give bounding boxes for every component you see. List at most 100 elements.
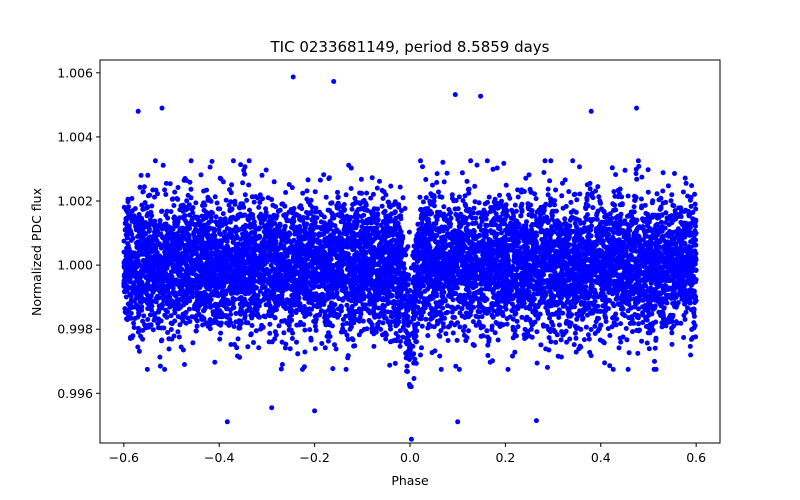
data-point xyxy=(563,320,569,326)
data-point xyxy=(631,204,637,210)
data-point xyxy=(257,192,263,198)
data-point xyxy=(617,186,623,192)
data-point xyxy=(336,296,342,302)
data-point xyxy=(669,341,675,347)
data-point xyxy=(649,200,655,206)
data-point xyxy=(636,224,641,230)
data-point xyxy=(157,354,163,360)
data-point xyxy=(645,189,651,195)
data-point xyxy=(635,350,641,356)
data-point xyxy=(477,223,483,228)
data-point xyxy=(687,343,693,349)
data-point xyxy=(145,172,151,178)
data-point xyxy=(378,326,384,332)
data-point xyxy=(647,330,653,336)
data-point xyxy=(553,339,559,345)
data-point xyxy=(625,193,631,199)
data-point xyxy=(470,210,476,216)
data-point xyxy=(462,193,468,199)
data-point xyxy=(434,180,440,185)
data-point xyxy=(453,363,459,369)
data-point xyxy=(556,322,562,328)
data-point xyxy=(683,180,689,186)
data-point xyxy=(388,183,394,189)
data-point xyxy=(485,342,491,348)
data-point xyxy=(531,291,537,297)
data-point xyxy=(379,187,385,193)
data-point xyxy=(350,202,356,208)
data-point xyxy=(375,305,381,311)
data-point xyxy=(646,346,652,352)
data-point xyxy=(287,346,293,352)
data-point xyxy=(228,199,234,205)
data-point xyxy=(660,170,666,176)
data-point xyxy=(244,197,250,203)
data-point xyxy=(512,311,518,317)
data-point xyxy=(213,214,219,220)
data-point xyxy=(182,362,187,367)
data-point xyxy=(566,189,572,195)
data-point xyxy=(541,170,547,175)
data-point xyxy=(472,183,478,189)
data-point xyxy=(362,302,368,308)
data-point xyxy=(312,189,318,195)
data-point xyxy=(609,165,615,171)
data-point xyxy=(679,208,685,214)
data-point xyxy=(556,307,562,313)
data-point xyxy=(343,192,349,198)
data-point xyxy=(276,323,282,329)
data-point xyxy=(672,171,677,176)
data-point xyxy=(212,226,217,232)
data-point xyxy=(141,313,147,319)
data-point xyxy=(207,164,213,170)
data-point xyxy=(640,224,646,230)
data-point xyxy=(645,167,651,173)
data-point xyxy=(231,324,237,329)
data-point xyxy=(590,205,596,211)
data-point xyxy=(669,192,675,198)
data-point xyxy=(595,315,600,321)
data-point xyxy=(267,330,273,336)
data-point xyxy=(692,248,698,254)
data-point xyxy=(170,285,176,291)
data-points xyxy=(121,74,699,442)
data-point xyxy=(585,191,591,197)
data-point xyxy=(674,320,680,326)
data-point xyxy=(581,337,587,343)
data-point xyxy=(380,196,386,201)
data-point xyxy=(419,221,425,226)
data-point xyxy=(160,162,166,168)
data-point xyxy=(169,196,175,202)
data-point xyxy=(188,186,194,192)
data-point xyxy=(568,209,574,215)
data-point xyxy=(592,323,598,329)
data-point xyxy=(171,203,177,208)
data-point xyxy=(228,311,234,317)
data-point xyxy=(400,195,406,201)
data-point xyxy=(466,328,471,334)
data-point xyxy=(304,188,310,194)
data-point xyxy=(682,175,688,181)
data-point xyxy=(374,185,380,191)
data-point xyxy=(457,324,463,330)
data-point xyxy=(436,189,441,195)
data-point xyxy=(468,158,474,164)
data-point xyxy=(585,332,591,338)
data-point xyxy=(505,366,511,372)
data-point xyxy=(533,196,539,202)
data-point xyxy=(308,197,314,203)
data-point xyxy=(162,187,168,193)
data-point xyxy=(360,306,366,312)
data-point xyxy=(270,202,276,208)
data-point xyxy=(492,330,498,336)
data-point xyxy=(317,311,323,317)
data-point xyxy=(138,172,144,178)
data-point xyxy=(256,345,262,351)
data-point xyxy=(332,342,337,348)
data-point xyxy=(625,366,631,372)
data-point xyxy=(613,207,619,213)
data-point xyxy=(586,336,592,342)
data-point xyxy=(227,187,232,193)
data-point xyxy=(590,195,596,201)
data-point xyxy=(419,263,425,269)
